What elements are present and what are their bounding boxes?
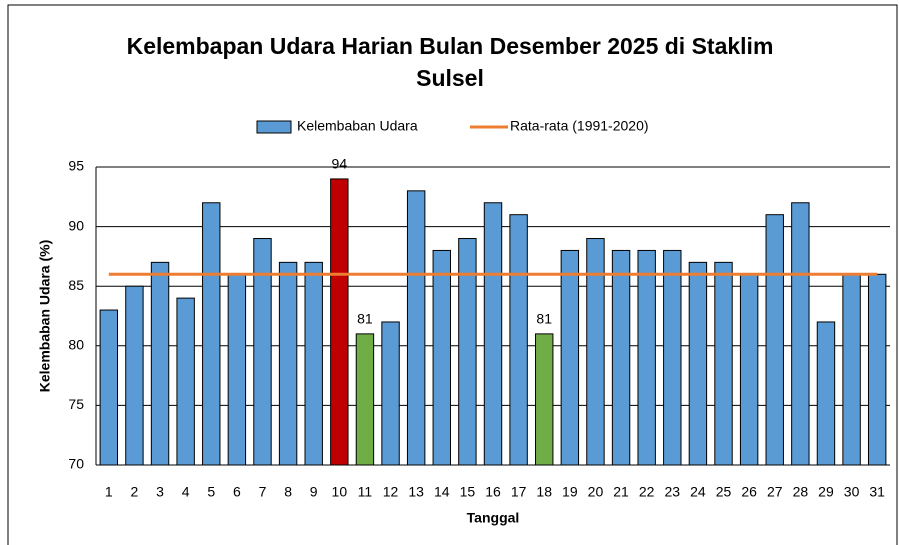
bar bbox=[611, 249, 631, 466]
x-tick-label: 24 bbox=[690, 484, 706, 500]
legend-label: Kelembaban Udara bbox=[297, 118, 418, 134]
bar bbox=[535, 333, 554, 466]
x-tick-label: 18 bbox=[536, 484, 552, 500]
x-tick-label: 20 bbox=[588, 484, 604, 500]
data-label: 81 bbox=[536, 311, 552, 327]
x-tick-label: 27 bbox=[767, 484, 783, 500]
bar bbox=[355, 333, 375, 466]
x-tick-label: 10 bbox=[332, 484, 348, 500]
bar bbox=[150, 261, 170, 466]
bar bbox=[278, 261, 298, 466]
bar bbox=[867, 273, 887, 466]
x-tick-label: 6 bbox=[233, 484, 241, 500]
bar bbox=[458, 238, 477, 466]
chart-title: Kelembapan Udara Harian Bulan Desember 2… bbox=[126, 33, 774, 91]
bar bbox=[714, 261, 733, 466]
x-tick-label: 29 bbox=[818, 484, 834, 500]
x-axis-label: Tanggal bbox=[467, 510, 520, 526]
y-tick-label: 95 bbox=[68, 158, 84, 174]
x-tick-label: 25 bbox=[716, 484, 732, 500]
bar bbox=[663, 249, 682, 466]
x-tick-label: 31 bbox=[869, 484, 885, 500]
data-label: 81 bbox=[357, 311, 373, 327]
legend-label: Rata-rata (1991-2020) bbox=[510, 118, 649, 134]
x-tick-label: 19 bbox=[562, 484, 578, 500]
x-tick-label: 7 bbox=[259, 484, 267, 500]
x-tick-label: 16 bbox=[485, 484, 501, 500]
bar bbox=[176, 297, 195, 466]
x-tick-label: 12 bbox=[383, 484, 399, 500]
x-tick-label: 22 bbox=[639, 484, 655, 500]
legend-swatch bbox=[256, 120, 292, 134]
bar bbox=[739, 273, 759, 466]
x-tick-label: 1 bbox=[105, 484, 113, 500]
bar bbox=[304, 261, 323, 466]
bar bbox=[586, 238, 605, 466]
y-tick-label: 75 bbox=[68, 396, 84, 412]
y-tick-label: 90 bbox=[68, 217, 84, 233]
x-tick-label: 2 bbox=[131, 484, 139, 500]
bar bbox=[330, 178, 349, 466]
y-tick-label: 85 bbox=[68, 277, 84, 293]
bar bbox=[99, 309, 119, 466]
x-tick-label: 5 bbox=[207, 484, 215, 500]
bar bbox=[688, 261, 708, 466]
x-tick-label: 3 bbox=[156, 484, 164, 500]
x-tick-label: 13 bbox=[408, 484, 424, 500]
bar bbox=[432, 249, 451, 466]
y-tick-label: 70 bbox=[68, 456, 84, 472]
bar bbox=[637, 249, 656, 466]
x-tick-label: 11 bbox=[358, 484, 373, 500]
y-axis-label: Kelembaban Udara (%) bbox=[37, 240, 53, 392]
bar bbox=[791, 202, 810, 466]
data-label: 94 bbox=[332, 156, 348, 172]
bar bbox=[483, 202, 503, 466]
x-tick-label: 28 bbox=[793, 484, 809, 500]
bar bbox=[227, 273, 247, 466]
bar bbox=[125, 285, 144, 466]
x-tick-label: 17 bbox=[511, 484, 527, 500]
x-tick-label: 15 bbox=[460, 484, 476, 500]
x-tick-label: 21 bbox=[613, 484, 629, 500]
bar bbox=[202, 202, 221, 466]
x-tick-label: 8 bbox=[284, 484, 292, 500]
bar bbox=[765, 214, 784, 466]
bar bbox=[816, 321, 836, 466]
bar bbox=[842, 273, 861, 466]
y-tick-label: 80 bbox=[68, 337, 84, 353]
bar bbox=[509, 214, 528, 466]
bar bbox=[253, 238, 272, 466]
x-tick-label: 23 bbox=[665, 484, 681, 500]
x-tick-label: 4 bbox=[182, 484, 190, 500]
x-tick-label: 30 bbox=[844, 484, 860, 500]
bar bbox=[406, 190, 426, 466]
x-tick-label: 26 bbox=[741, 484, 757, 500]
bar bbox=[560, 249, 580, 466]
bar bbox=[381, 321, 400, 466]
chart-frame bbox=[7, 4, 898, 545]
x-tick-label: 14 bbox=[434, 484, 450, 500]
x-tick-label: 9 bbox=[310, 484, 318, 500]
